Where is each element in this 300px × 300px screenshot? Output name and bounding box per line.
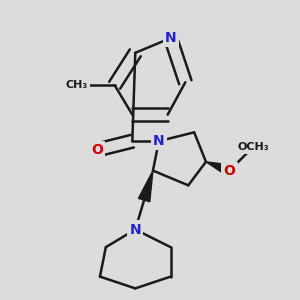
Text: O: O — [224, 164, 236, 178]
Text: OCH₃: OCH₃ — [237, 142, 269, 152]
Text: N: N — [153, 134, 165, 148]
Polygon shape — [206, 162, 232, 176]
Polygon shape — [139, 171, 153, 202]
Text: O: O — [91, 143, 103, 157]
Text: CH₃: CH₃ — [65, 80, 88, 90]
Text: N: N — [165, 31, 176, 45]
Text: N: N — [130, 223, 141, 236]
